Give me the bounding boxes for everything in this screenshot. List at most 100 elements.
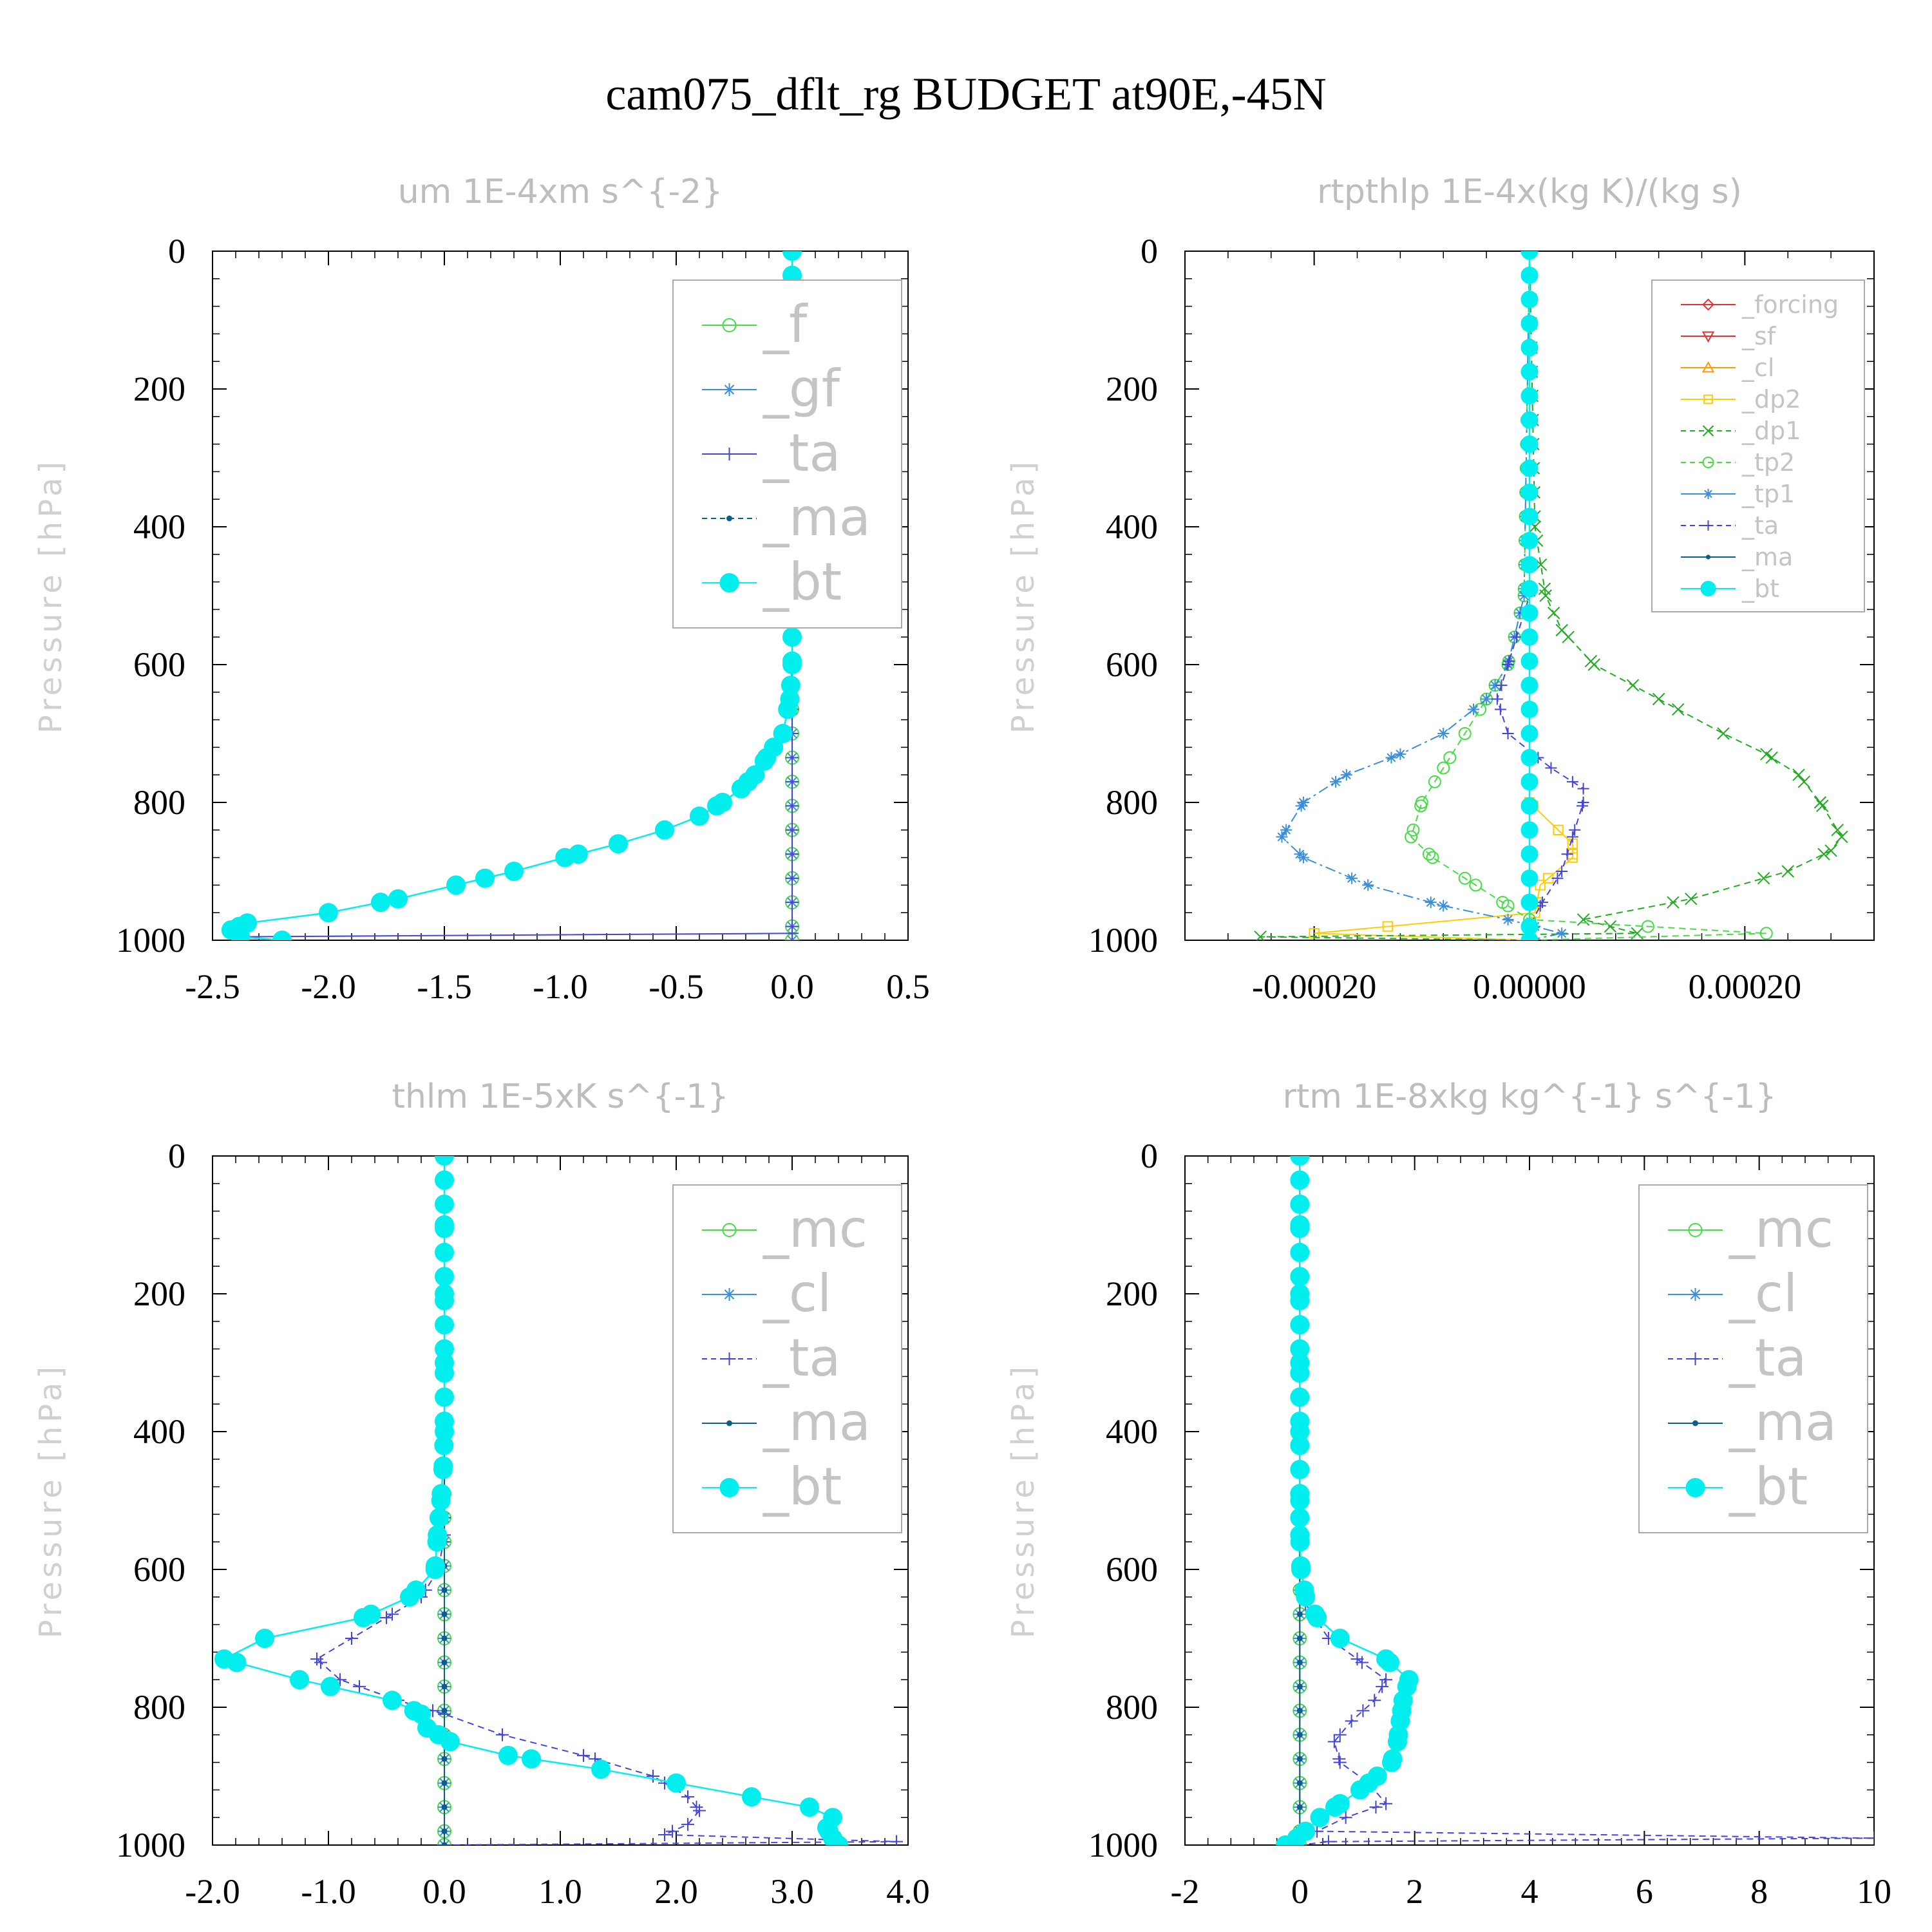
legend-marker (1685, 1478, 1705, 1497)
series-bt (214, 1156, 848, 1845)
data-point (1835, 830, 1848, 844)
data-point (1469, 878, 1482, 892)
y-tick-label: 600 (1106, 1550, 1158, 1589)
series-ta (1491, 251, 1589, 940)
data-point (1385, 752, 1397, 764)
data-point (786, 848, 799, 861)
data-point (522, 1749, 541, 1769)
legend-marker (1703, 394, 1713, 404)
y-tick-label: 200 (1106, 370, 1158, 408)
data-point (1379, 1797, 1393, 1810)
y-axis-label: Pressure [hPa] (1005, 1363, 1041, 1638)
data-point (290, 1670, 309, 1690)
y-axis-label: Pressure [hPa] (33, 458, 69, 734)
legend-marker (1705, 554, 1711, 560)
y-tick-label: 200 (133, 370, 185, 408)
legend-entry: _mc (702, 1199, 867, 1259)
data-point (742, 1787, 761, 1807)
data-point (1520, 797, 1539, 815)
legend-entry: _bt (702, 1457, 842, 1517)
data-point (1501, 899, 1515, 913)
data-point (1494, 703, 1506, 715)
legend-entry: _cl (1668, 1264, 1797, 1323)
data-point (441, 1756, 448, 1762)
legend-label: _ta (762, 423, 840, 483)
panel-title: rtm 1E-8xkg kg^{-1} s^{-1} (1282, 1077, 1776, 1116)
data-point (1296, 1804, 1303, 1810)
legend-label: _dp1 (1741, 417, 1801, 445)
data-point (1520, 251, 1539, 260)
legend-label: _tp2 (1741, 448, 1795, 477)
data-point (1369, 1801, 1383, 1814)
data-point (1290, 1459, 1310, 1479)
data-point (1296, 1587, 1316, 1607)
data-point (1520, 459, 1539, 477)
data-point (1814, 796, 1827, 809)
data-point (1414, 799, 1428, 813)
data-point (1502, 659, 1514, 670)
data-point (425, 1560, 445, 1579)
series-bt (1520, 251, 1539, 940)
x-tick-label: 0.0 (770, 967, 814, 1006)
data-point (1520, 435, 1539, 453)
data-point (321, 1676, 340, 1696)
data-point (786, 927, 799, 940)
data-point (1520, 339, 1539, 357)
data-point (1577, 782, 1589, 795)
data-point (1672, 703, 1685, 716)
x-tick-label: -0.00020 (1252, 967, 1376, 1006)
data-point (781, 676, 800, 696)
data-point (1816, 799, 1829, 813)
data-point (1502, 913, 1514, 925)
data-point (1562, 630, 1575, 643)
legend: _mc_cl_ta_ma_bt (672, 1184, 902, 1533)
panel-title: um 1E-4xm s^{-2} (398, 173, 723, 211)
legend-entry: _bt (1681, 574, 1779, 603)
data-point (1333, 1728, 1347, 1741)
data-point (1333, 1756, 1347, 1769)
data-point (441, 1635, 448, 1642)
data-point (1468, 703, 1480, 715)
legend-marker (723, 1352, 736, 1365)
data-point (440, 1732, 460, 1752)
data-point (1759, 927, 1773, 940)
data-point (441, 1804, 448, 1810)
plot-area (1276, 1156, 1874, 1845)
data-point (1290, 1291, 1310, 1311)
legend-label: _ta (762, 1328, 840, 1388)
data-point (1535, 880, 1546, 891)
data-point (1566, 775, 1578, 788)
data-point (441, 1828, 448, 1835)
legend-marker (1688, 1223, 1703, 1237)
data-point (1520, 290, 1539, 308)
data-point (1296, 1756, 1303, 1762)
data-point (1717, 727, 1730, 740)
data-point (504, 862, 524, 881)
y-tick-label: 0 (1141, 1137, 1158, 1175)
y-tick-label: 1000 (1088, 921, 1158, 960)
data-point (1520, 931, 1539, 940)
data-point (354, 1607, 373, 1627)
legend-marker (723, 448, 736, 460)
legend-label: _ta (1728, 1328, 1806, 1388)
y-tick-label: 600 (1106, 645, 1158, 684)
data-point (1350, 1780, 1370, 1800)
data-point (1310, 1808, 1330, 1828)
data-point (1290, 1435, 1310, 1455)
data-point (1520, 604, 1539, 622)
x-tick-label: 4 (1521, 1872, 1539, 1911)
data-point (1641, 920, 1654, 933)
legend-marker (1702, 457, 1714, 468)
data-point (1520, 869, 1539, 887)
legend-label: _cl (1728, 1264, 1797, 1323)
data-point (231, 927, 251, 940)
data-point (1290, 1194, 1310, 1214)
data-point (1368, 1694, 1381, 1707)
x-tick-label: -2.0 (185, 1872, 240, 1911)
data-point (1422, 848, 1435, 861)
data-point (1296, 1683, 1303, 1690)
data-point (441, 1683, 448, 1690)
data-point (786, 799, 799, 813)
x-tick-label: -1.5 (417, 967, 471, 1006)
x-tick-label: 3.0 (770, 1872, 814, 1911)
